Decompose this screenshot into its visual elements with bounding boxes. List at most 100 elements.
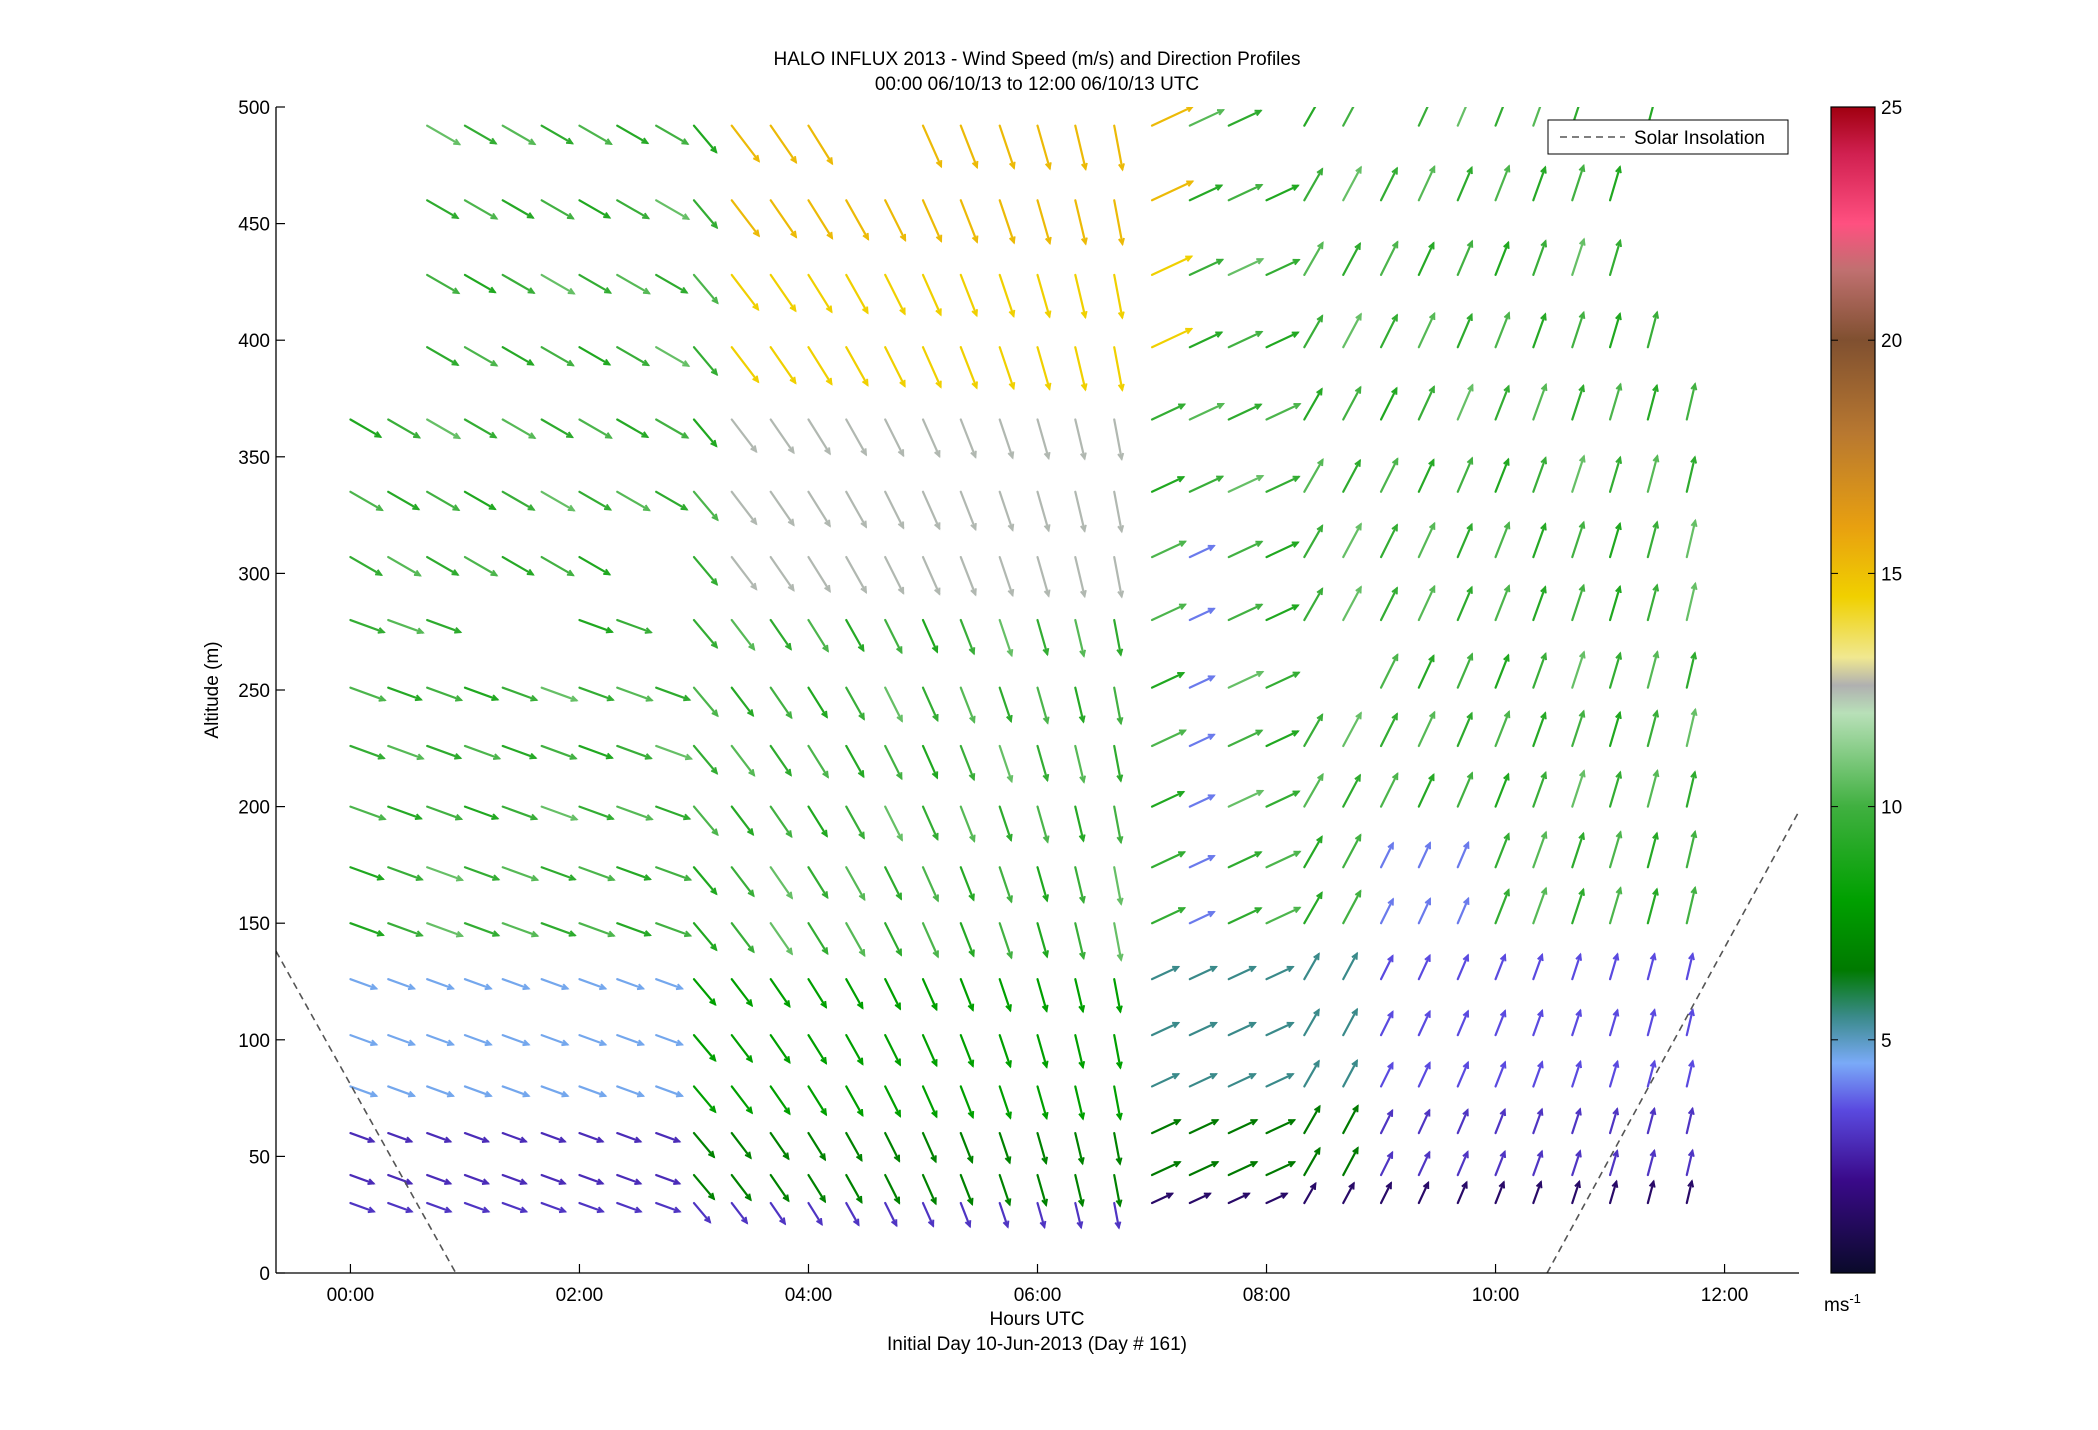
wind-arrow-shaft [959,124,979,169]
wind-arrow-shaft [845,199,870,241]
wind-arrow-head [1007,588,1015,598]
wind-arrow-head [1503,164,1511,173]
wind-arrow [655,805,692,821]
wind-arrow [1494,1149,1507,1177]
wind-arrow-shaft [1113,346,1124,391]
wind-arrow [1303,587,1324,622]
wind-arrow [845,1034,864,1066]
wind-arrow-shaft [1113,1201,1120,1229]
wind-arrow-head [1428,311,1436,321]
wind-arrow-head [596,1136,605,1144]
wind-arrow-head [787,518,795,527]
wind-arrow-shaft [616,686,653,702]
wind-arrow [1379,586,1398,622]
wind-arrow-head [789,304,797,313]
wind-arrow-shaft [463,1201,490,1213]
wind-arrow-shaft [1342,890,1362,925]
wind-arrow [1379,954,1394,981]
wind-arrow-head [558,1206,568,1214]
wind-arrow [1494,772,1510,808]
wind-arrow [1379,1150,1394,1177]
wind-arrow [1417,1009,1431,1037]
wind-arrow-head [1286,1073,1295,1080]
wind-arrow [1113,418,1125,462]
wind-arrow-shaft [1150,729,1187,748]
wind-arrow-head [680,503,689,511]
wind-arrow-head [484,1090,493,1098]
wind-arrow-shaft [998,346,1015,390]
wind-arrow-head [935,380,942,389]
wind-arrow-head [1578,650,1586,659]
wind-arrow-head [709,998,717,1007]
wind-arrow [616,418,650,438]
wind-arrow-head [1578,310,1586,320]
wind-arrow-head [1687,1148,1695,1157]
wind-arrow [1571,310,1586,349]
wind-arrow-shaft [1265,730,1299,748]
wind-arrow-shaft [1571,584,1585,622]
solar-insolation-lines [276,810,1799,1273]
wind-arrow [959,199,979,244]
wind-arrow-shaft [1074,744,1085,783]
wind-arrow [769,418,795,455]
wind-arrow-shaft [730,1173,752,1201]
wind-arrow-head [968,647,976,656]
wind-arrow-shaft [1494,1181,1505,1205]
wind-arrow-shaft [578,686,614,701]
wind-arrow-shaft [1417,312,1436,349]
wind-arrow-shaft [807,346,833,385]
wind-arrow [1265,1021,1295,1037]
wind-arrow [1074,418,1087,461]
wind-arrow-shaft [807,490,831,527]
wind-arrow-shaft [1303,588,1324,622]
y-tick-label: 100 [238,1031,270,1052]
wind-arrow [884,1173,901,1205]
wind-arrow-head [971,235,979,244]
wind-arrow [1227,851,1263,869]
wind-arrow-shaft [730,922,755,953]
wind-arrow-shaft [1494,312,1510,349]
wind-arrow-shaft [692,1173,715,1200]
wind-arrow [959,686,976,724]
wind-arrow [578,1201,605,1214]
wind-arrow-shaft [1532,1061,1544,1088]
wind-arrow [1036,555,1051,598]
wind-arrow-shaft [1036,978,1048,1012]
wind-arrow-shaft [463,1034,492,1046]
wind-arrow-shaft [1036,273,1051,318]
wind-arrow-head [1313,1146,1321,1155]
wind-arrow [1571,709,1586,748]
wind-arrow-shaft [387,1201,413,1213]
wind-arrow-shaft [1685,1107,1694,1135]
wind-arrow [1227,1192,1251,1205]
wind-arrow [1532,711,1547,748]
wind-arrow-head [1079,775,1087,784]
wind-arrow-shaft [730,418,758,453]
wind-arrow-shaft [1685,456,1696,493]
wind-arrow-head [789,376,797,385]
wind-arrow-head [1391,653,1399,662]
wind-arrow [921,199,943,243]
solar-insolation-line-left [276,950,457,1273]
wind-arrow-head [527,287,536,294]
wind-arrow-shaft [807,418,831,455]
wind-arrow-shaft [1074,1131,1084,1165]
wind-arrow-head [645,695,654,702]
wind-arrow-shaft [1646,651,1659,689]
wind-arrow-head [634,1136,643,1144]
wind-arrow [616,124,650,145]
wind-arrow [807,686,828,719]
wind-arrow-shaft [998,1173,1011,1206]
wind-arrow [1303,713,1324,748]
wind-arrow [578,618,614,634]
wind-arrow-shaft [884,1173,901,1204]
wind-arrow-shaft [387,805,422,820]
wind-arrow-head [1466,652,1474,661]
wind-arrow [1113,686,1124,726]
wind-arrow-shaft [1379,1062,1394,1088]
wind-arrow-shaft [1685,708,1697,748]
wind-arrow [845,1173,863,1204]
wind-arrow [807,805,828,838]
wind-arrow-shaft [1342,952,1358,981]
wind-arrow-shaft [1379,1182,1392,1205]
